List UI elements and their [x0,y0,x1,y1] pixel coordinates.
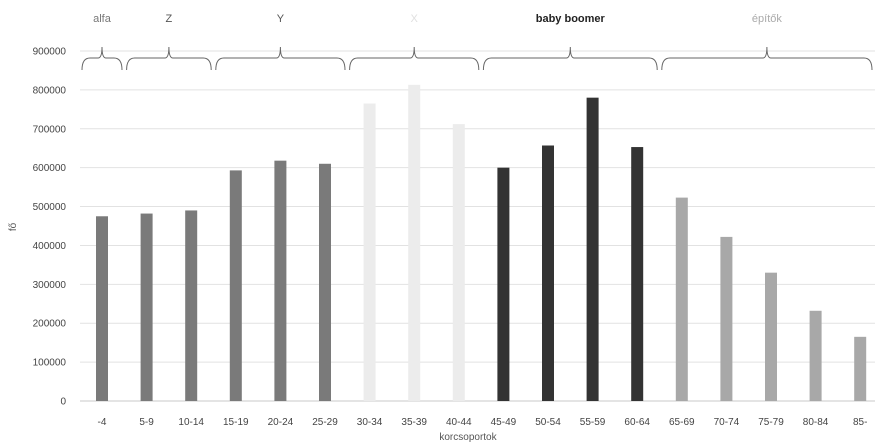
generation-label: Y [277,13,285,25]
bar [765,272,777,401]
bar [497,167,510,401]
bar [274,160,287,401]
bar [363,103,376,401]
x-tick-label: 80-84 [803,417,829,428]
bar [675,197,688,401]
bar [586,97,599,402]
x-tick-label: 60-64 [624,417,650,428]
x-tick-label: 70-74 [714,417,740,428]
x-tick-label: 10-14 [178,417,204,428]
gridlines [80,50,875,402]
x-tick-label: 65-69 [669,417,695,428]
bar [319,163,331,401]
generation-bracket [81,46,123,71]
generation-bracket [661,46,873,71]
y-tick-label: 300000 [33,280,67,291]
x-tick-label: 5-9 [139,417,154,428]
y-tick-label: 100000 [33,358,67,369]
bar [96,216,108,401]
x-tick-label: 75-79 [758,417,784,428]
x-tick-label: 25-29 [312,417,338,428]
generation-label: X [411,13,419,25]
x-axis-ticks: -4 5-9 10-14 15-19 20-24 25-29 30-34 35-39 40-44… [98,417,868,428]
y-tick-label: 200000 [33,319,67,330]
bar [720,236,733,401]
x-tick-label: 55-59 [580,417,606,428]
bar [185,210,198,401]
generation-bracket [215,46,346,71]
x-tick-label: 40-44 [446,417,472,428]
y-tick-label: 800000 [33,85,67,96]
x-tick-label: 85- [853,417,867,428]
generation-label: Z [166,13,173,25]
y-axis-label: fő [8,222,19,231]
bar [631,147,644,401]
x-tick-label: 50-54 [535,417,561,428]
generation-label: építők [752,13,782,25]
y-tick-label: 900000 [33,47,67,58]
bar [140,213,153,401]
y-tick-label: 500000 [33,202,67,213]
bar [229,170,242,401]
bar [809,310,822,401]
bar [542,145,554,401]
x-tick-label: 45-49 [491,417,517,428]
y-axis-ticks: 0 100000 200000 300000 400000 500000 600000 700… [33,47,67,408]
y-tick-label: 700000 [33,124,67,135]
x-tick-label: 20-24 [268,417,294,428]
bar [408,84,421,401]
bar [854,336,867,401]
x-tick-label: -4 [98,417,107,428]
x-tick-label: 30-34 [357,417,383,428]
y-tick-label: 0 [60,397,66,408]
y-tick-label: 600000 [33,163,67,174]
x-axis-label: korcsoportok [439,432,497,443]
x-tick-label: 15-19 [223,417,249,428]
y-tick-label: 400000 [33,241,67,252]
generation-bracket [126,46,212,71]
generation-bracket [482,46,658,71]
x-tick-label: 35-39 [401,417,427,428]
generation-label: baby boomer [536,13,606,25]
generation-label: alfa [93,13,112,25]
generation-bracket [349,46,480,71]
bar [452,124,465,401]
bars [96,84,867,402]
